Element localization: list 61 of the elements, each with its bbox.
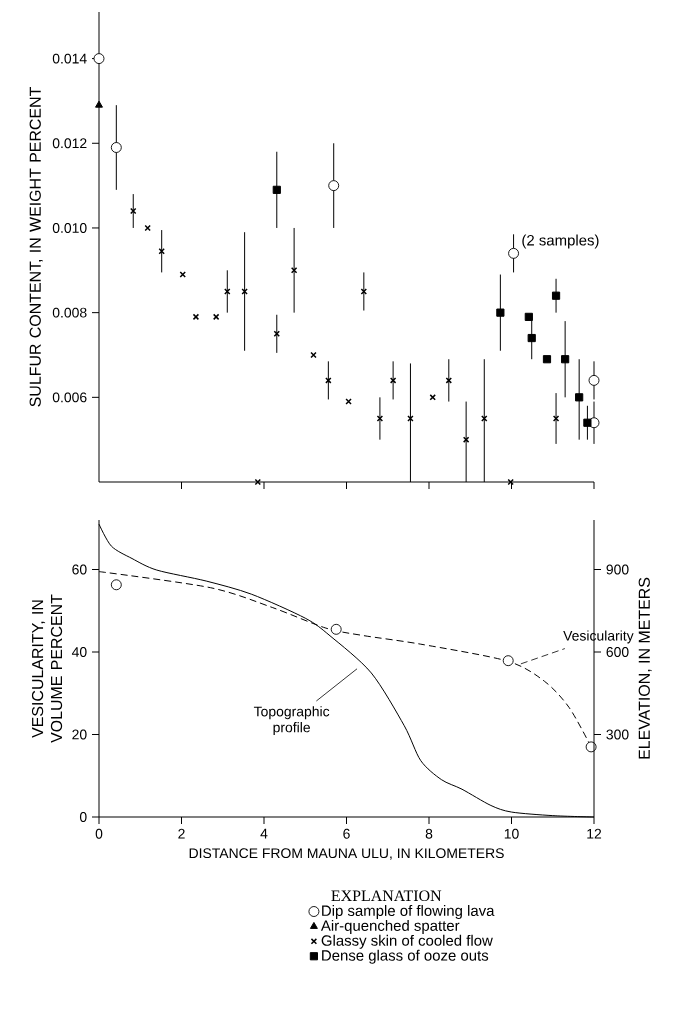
x-tick-label: 6 [343,828,350,839]
point [325,377,332,384]
y-tick-label: 40 [71,647,87,657]
y2-tick-label: 900 [606,564,629,575]
point [542,355,552,364]
x-axis-title: DISTANCE FROM MAUNA ULU, IN KILOMETERS [189,848,504,860]
point [95,100,103,108]
annotation: (2 samples) [522,234,599,249]
y-tick-label: 0.008 [52,307,87,318]
y2-tick-label: 300 [606,729,629,740]
legend-title: EXPLANATION [331,890,442,902]
point [212,313,220,321]
y-tick-label: 20 [72,729,87,740]
point [179,271,186,278]
x-tick-label: 4 [260,828,268,839]
y-tick-label: 0.010 [52,223,87,233]
x-tick-label: 2 [178,828,185,839]
point [502,655,514,667]
legend-label: Glassy skin of cooled flow [321,934,493,949]
point [507,478,514,486]
point [407,415,414,422]
y-axis-title: SULFUR CONTENT, IN WEIGHT PERCENT [29,87,43,407]
point [328,180,340,192]
point [561,355,570,364]
point [93,53,105,65]
x-tick-label: 8 [425,828,433,839]
y2-tick-label: 600 [606,647,629,657]
legend-label: Topographic profile [253,706,330,736]
point [330,623,342,635]
point [508,247,520,259]
point [345,398,352,405]
point [192,313,200,321]
legend-label: Air-quenched spatter [320,919,460,934]
point [110,579,122,591]
y-axis-title: VESICULARITY, IN VOLUME PERCENT [31,594,63,743]
legend-label: Dip sample of flowing lava [322,905,495,919]
point [588,374,600,386]
x-tick-label: 0 [95,828,103,839]
point [144,224,151,232]
text: Vesicularity [563,630,634,644]
point [110,142,122,153]
point [254,478,262,486]
y2-axis-title: ELEVATION, IN METERS [638,577,652,759]
x-tick-label: 10 [504,828,519,839]
point [527,333,536,343]
point [524,312,533,321]
point [496,308,505,317]
point [583,418,592,427]
y-tick-label: 0.014 [52,53,87,64]
legend-label: Dense glass of ooze outs [322,949,489,964]
y-tick-label: 0.006 [52,392,87,403]
y-tick-label: 0.012 [52,138,87,149]
point [575,393,584,402]
point [551,291,561,300]
y-tick-label: 60 [72,564,87,575]
point [429,394,436,401]
y-tick-label: 0 [79,812,87,822]
x-tick-label: 12 [587,828,602,839]
point [272,185,281,194]
point [310,351,317,359]
point [273,330,281,338]
